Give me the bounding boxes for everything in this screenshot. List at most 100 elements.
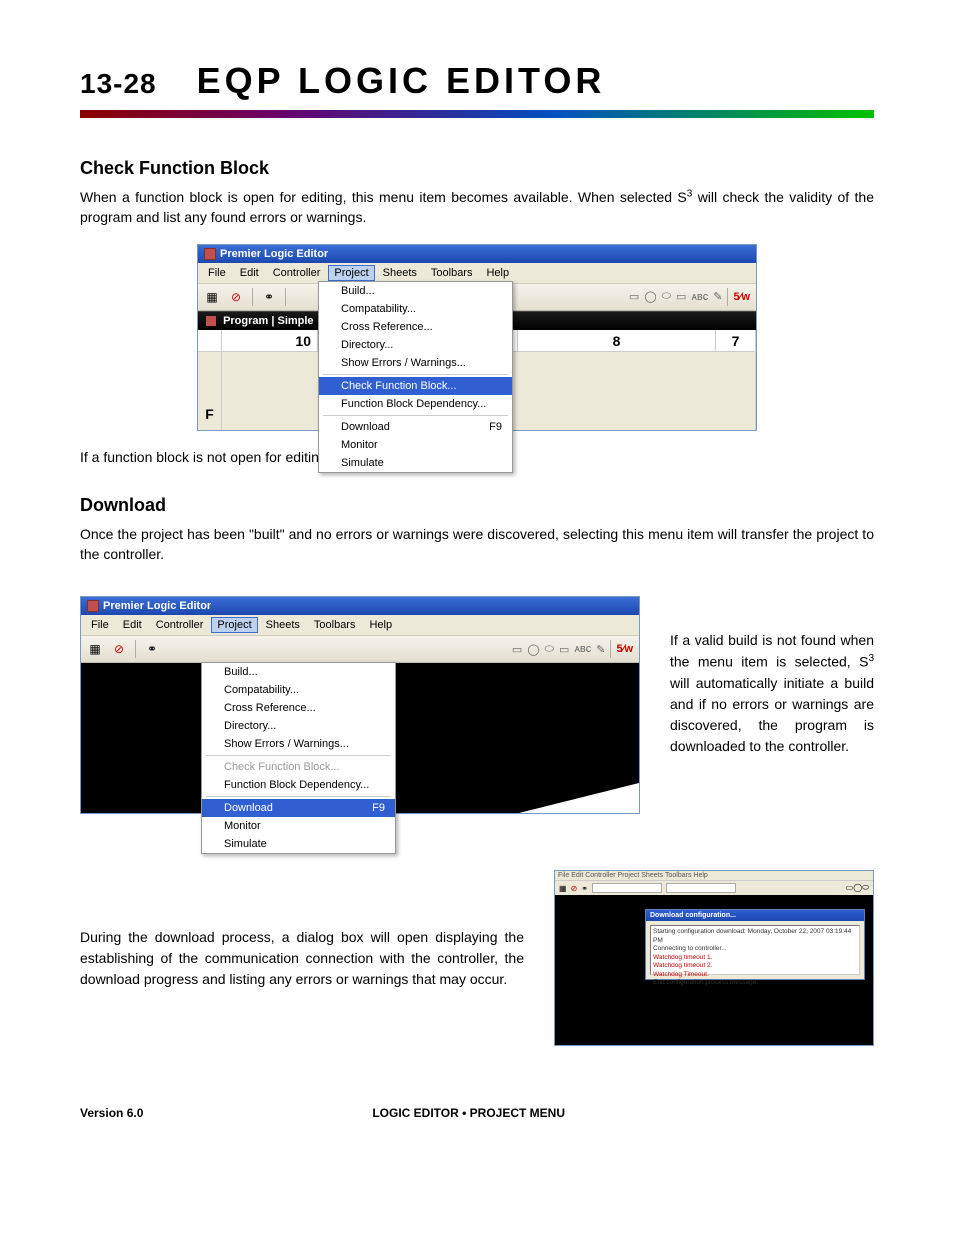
menu-toolbars[interactable]: Toolbars: [425, 265, 479, 281]
side-part-b: will automatically initiate a build and …: [670, 675, 874, 754]
screenshot-download: Premier Logic Editor File Edit Controlle…: [80, 596, 640, 814]
toolbar-fraction-icon[interactable]: 5∕w: [616, 643, 633, 655]
dialog-line: End configuration process message.: [653, 979, 857, 987]
menu-item-show-errors[interactable]: Show Errors / Warnings...: [319, 354, 512, 372]
window-titlebar: Premier Logic Editor: [198, 245, 756, 263]
footer-version: Version 6.0: [80, 1106, 143, 1120]
menu-help[interactable]: Help: [363, 617, 398, 633]
shape-icon[interactable]: ▭: [676, 290, 686, 303]
toolbar-icon-2[interactable]: ⊘: [111, 641, 127, 657]
menu-file[interactable]: File: [85, 617, 115, 633]
toolbar-icon-2[interactable]: ⊘: [228, 289, 244, 305]
ruler-col-7: 7: [716, 330, 756, 352]
menu-project[interactable]: Project: [328, 265, 374, 281]
menu-project[interactable]: Project: [211, 617, 257, 633]
dialog-line-error: Watchdog timeout 1.: [653, 954, 857, 962]
window-title: Premier Logic Editor: [103, 600, 211, 612]
page-title: EQP LOGIC EDITOR: [197, 60, 606, 102]
toolbar-icon-link[interactable]: ⚭: [144, 641, 160, 657]
menu-sheets[interactable]: Sheets: [260, 617, 306, 633]
menu-item-compatability[interactable]: Compatability...: [202, 681, 395, 699]
toolbar-separator: [610, 640, 611, 658]
menu-item-check-function-block[interactable]: Check Function Block...: [319, 377, 512, 395]
black-content-area: Build... Compatability... Cross Referenc…: [81, 663, 639, 813]
page-header: 13-28 EQP LOGIC EDITOR: [80, 60, 874, 118]
section-heading-check-function-block: Check Function Block: [80, 158, 874, 179]
toolbar-icon-link[interactable]: ⚭: [261, 289, 277, 305]
shape-icon[interactable]: ⬭: [545, 643, 554, 656]
menu-edit[interactable]: Edit: [234, 265, 265, 281]
toolbar: ▦ ⊘ ⚭ ▭ ◯ ⬭ ▭ ᴀʙᴄ ✎ 5∕w: [81, 636, 639, 663]
menu-item-directory[interactable]: Directory...: [202, 717, 395, 735]
section3-paragraph: During the download process, a dialog bo…: [80, 927, 524, 990]
menu-sheets[interactable]: Sheets: [377, 265, 423, 281]
menu-item-function-block-dependency[interactable]: Function Block Dependency...: [319, 395, 512, 413]
menu-item-build[interactable]: Build...: [319, 282, 512, 300]
menu-item-directory[interactable]: Directory...: [319, 336, 512, 354]
menu-item-function-block-dependency[interactable]: Function Block Dependency...: [202, 776, 395, 794]
menu-separator: [323, 374, 508, 375]
menu-help[interactable]: Help: [480, 265, 515, 281]
menu-controller[interactable]: Controller: [267, 265, 327, 281]
shape-icon[interactable]: ▭: [559, 643, 569, 656]
toolbar-right-icons: ▭ ◯ ⬭ ▭ ᴀʙᴄ ✎ 5∕w: [512, 640, 633, 658]
menu-item-monitor[interactable]: Monitor: [319, 436, 512, 454]
menu-item-build[interactable]: Build...: [202, 663, 395, 681]
toolbar-fraction-icon[interactable]: 5∕w: [733, 291, 750, 303]
mini-menubar: File Edit Controller Project Sheets Tool…: [555, 871, 873, 881]
menu-item-simulate[interactable]: Simulate: [319, 454, 512, 472]
page-footer: Version 6.0 LOGIC EDITOR • PROJECT MENU: [80, 1106, 874, 1120]
para1-part-a: When a function block is open for editin…: [80, 189, 687, 205]
toolbar-icon[interactable]: ⚭: [581, 884, 588, 893]
app-icon: [204, 248, 216, 260]
screenshot-download-dialog: File Edit Controller Project Sheets Tool…: [554, 870, 874, 1046]
pen-icon[interactable]: ✎: [713, 290, 722, 303]
app-icon: [87, 600, 99, 612]
side-sup: 3: [868, 653, 874, 664]
black-content-area: Download configuration... Starting confi…: [555, 895, 873, 1045]
section2-paragraph1: Once the project has been "built" and no…: [80, 524, 874, 565]
menubar: File Edit Controller Project Sheets Tool…: [81, 615, 639, 636]
toolbar-icon[interactable]: ⊘: [571, 884, 578, 893]
menu-item-compatability[interactable]: Compatability...: [319, 300, 512, 318]
toolbar-icon-1[interactable]: ▦: [87, 641, 103, 657]
project-dropdown-menu: Build... Compatability... Cross Referenc…: [318, 281, 513, 473]
shape-icon[interactable]: ⬭: [662, 290, 671, 303]
shape-icon[interactable]: ◯: [527, 643, 539, 656]
toolbar-icon-1[interactable]: ▦: [204, 289, 220, 305]
menu-file[interactable]: File: [202, 265, 232, 281]
menu-item-monitor[interactable]: Monitor: [202, 817, 395, 835]
toolbar-icon[interactable]: ▦: [559, 884, 567, 893]
section1-paragraph1: When a function block is open for editin…: [80, 187, 874, 228]
menu-item-show-errors[interactable]: Show Errors / Warnings...: [202, 735, 395, 753]
ruler-col-10: 10: [222, 330, 318, 352]
dialog-line-error: Watchdog Timeout.: [653, 971, 857, 979]
abc-icon[interactable]: ᴀʙᴄ: [691, 291, 708, 303]
footer-spacer: [794, 1106, 874, 1120]
shape-icon[interactable]: ▭◯⬭: [846, 883, 869, 893]
download-configuration-dialog: Download configuration... Starting confi…: [645, 909, 865, 980]
toolbar-separator: [727, 288, 728, 306]
menu-item-cross-reference[interactable]: Cross Reference...: [319, 318, 512, 336]
document-tab[interactable]: Program | Simple: [223, 315, 314, 327]
toolbar-field[interactable]: [666, 883, 736, 893]
dialog-title: Download configuration...: [646, 910, 864, 921]
ruler-row-f: F: [198, 352, 222, 430]
menu-item-cross-reference[interactable]: Cross Reference...: [202, 699, 395, 717]
menu-controller[interactable]: Controller: [150, 617, 210, 633]
pen-icon[interactable]: ✎: [596, 643, 605, 656]
menu-item-download[interactable]: DownloadF9: [202, 799, 395, 817]
abc-icon[interactable]: ᴀʙᴄ: [574, 643, 591, 655]
section-heading-download: Download: [80, 495, 874, 516]
menu-item-download[interactable]: DownloadF9: [319, 418, 512, 436]
menu-separator: [206, 796, 391, 797]
shape-icon[interactable]: ▭: [629, 290, 639, 303]
section2-side-text: If a valid build is not found when the m…: [670, 580, 874, 757]
shape-icon[interactable]: ▭: [512, 643, 522, 656]
ruler-col-8: 8: [518, 330, 716, 352]
shape-icon[interactable]: ◯: [644, 290, 656, 303]
menu-item-simulate[interactable]: Simulate: [202, 835, 395, 853]
menu-edit[interactable]: Edit: [117, 617, 148, 633]
toolbar-field[interactable]: [592, 883, 662, 893]
menu-toolbars[interactable]: Toolbars: [308, 617, 362, 633]
